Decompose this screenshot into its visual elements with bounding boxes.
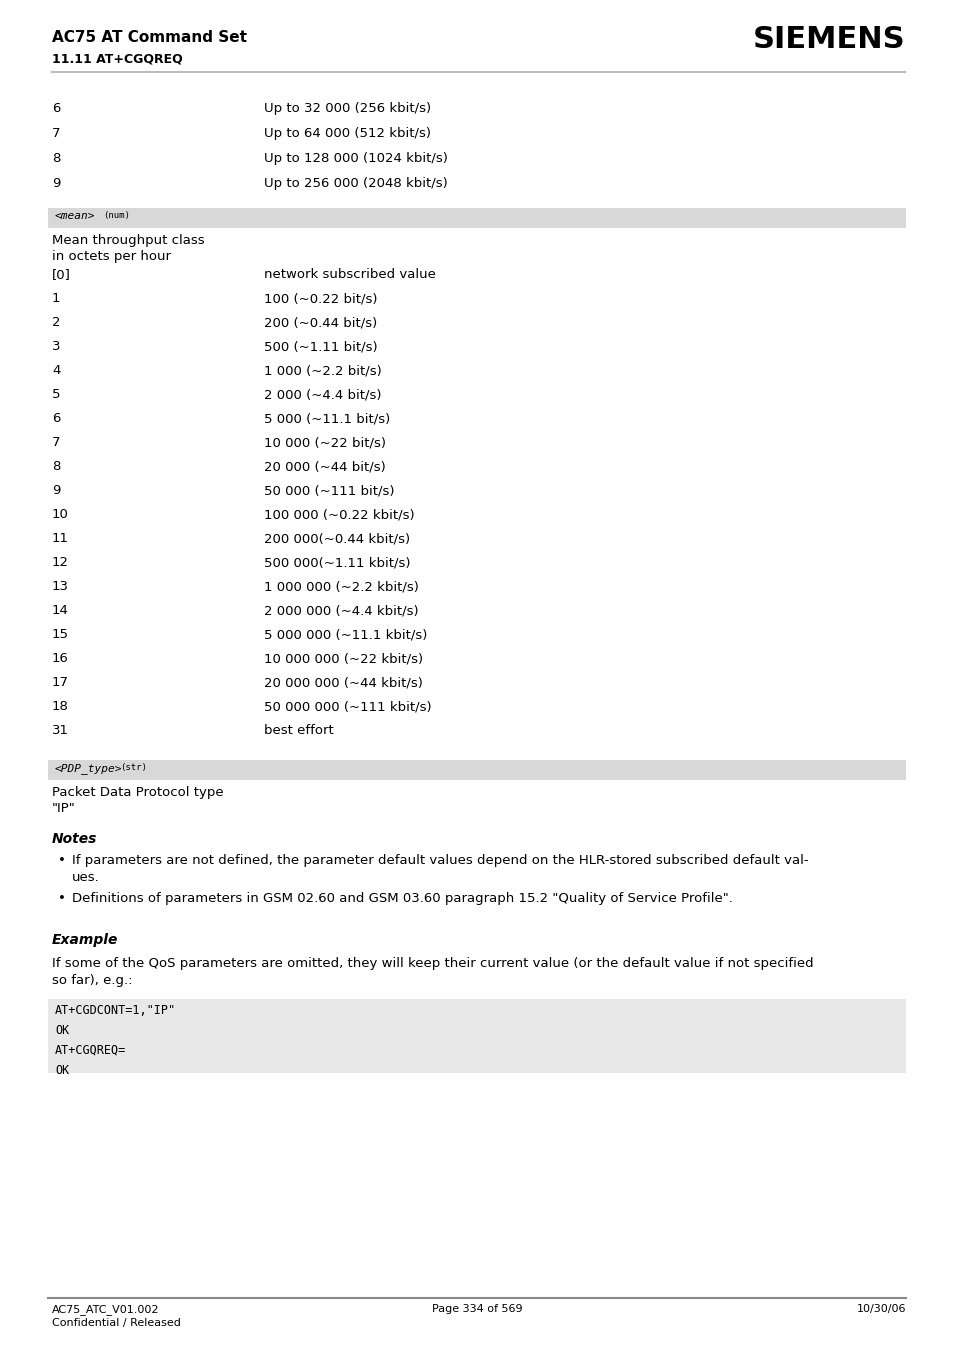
Text: If parameters are not defined, the parameter default values depend on the HLR-st: If parameters are not defined, the param… — [71, 854, 808, 884]
Text: Confidential / Released: Confidential / Released — [52, 1319, 181, 1328]
Text: 1: 1 — [52, 292, 60, 305]
Text: 200 (~0.44 bit/s): 200 (~0.44 bit/s) — [264, 316, 376, 330]
Text: 8: 8 — [52, 153, 60, 165]
Text: 12: 12 — [52, 557, 69, 569]
Text: 20 000 000 (~44 kbit/s): 20 000 000 (~44 kbit/s) — [264, 676, 422, 689]
Text: AT+CGDCONT=1,"IP"
OK
AT+CGQREQ=
OK: AT+CGDCONT=1,"IP" OK AT+CGQREQ= OK — [55, 1004, 176, 1077]
Text: 2: 2 — [52, 316, 60, 330]
Text: <PDP_type>: <PDP_type> — [55, 763, 122, 774]
Text: 9: 9 — [52, 484, 60, 497]
Text: <mean>: <mean> — [55, 211, 95, 222]
Text: Up to 128 000 (1024 kbit/s): Up to 128 000 (1024 kbit/s) — [264, 153, 447, 165]
Text: (num): (num) — [103, 211, 130, 220]
Text: 17: 17 — [52, 676, 69, 689]
Text: 500 000(~1.11 kbit/s): 500 000(~1.11 kbit/s) — [264, 557, 410, 569]
Text: Up to 256 000 (2048 kbit/s): Up to 256 000 (2048 kbit/s) — [264, 177, 447, 190]
Text: 9: 9 — [52, 177, 60, 190]
Bar — [48, 761, 905, 780]
Text: Up to 64 000 (512 kbit/s): Up to 64 000 (512 kbit/s) — [264, 127, 431, 141]
Text: Definitions of parameters in GSM 02.60 and GSM 03.60 paragraph 15.2 "Quality of : Definitions of parameters in GSM 02.60 a… — [71, 892, 732, 905]
Text: 7: 7 — [52, 127, 60, 141]
Text: 5 000 000 (~11.1 kbit/s): 5 000 000 (~11.1 kbit/s) — [264, 628, 427, 640]
Text: Packet Data Protocol type: Packet Data Protocol type — [52, 786, 223, 798]
Text: 5 000 (~11.1 bit/s): 5 000 (~11.1 bit/s) — [264, 412, 390, 426]
Text: (str): (str) — [120, 763, 147, 771]
Text: SIEMENS: SIEMENS — [752, 26, 904, 54]
Text: 500 (~1.11 bit/s): 500 (~1.11 bit/s) — [264, 340, 377, 353]
Text: 13: 13 — [52, 580, 69, 593]
Text: AC75_ATC_V01.002: AC75_ATC_V01.002 — [52, 1304, 159, 1315]
Text: 10 000 (~22 bit/s): 10 000 (~22 bit/s) — [264, 436, 386, 449]
Text: AC75 AT Command Set: AC75 AT Command Set — [52, 30, 247, 45]
Text: If some of the QoS parameters are omitted, they will keep their current value (o: If some of the QoS parameters are omitte… — [52, 957, 813, 988]
Text: 2 000 (~4.4 bit/s): 2 000 (~4.4 bit/s) — [264, 388, 381, 401]
Text: 8: 8 — [52, 459, 60, 473]
Text: 100 000 (~0.22 kbit/s): 100 000 (~0.22 kbit/s) — [264, 508, 415, 521]
Text: 100 (~0.22 bit/s): 100 (~0.22 bit/s) — [264, 292, 377, 305]
Text: best effort: best effort — [264, 724, 334, 738]
Text: 10: 10 — [52, 508, 69, 521]
Text: 1 000 000 (~2.2 kbit/s): 1 000 000 (~2.2 kbit/s) — [264, 580, 418, 593]
Text: 10 000 000 (~22 kbit/s): 10 000 000 (~22 kbit/s) — [264, 653, 423, 665]
Text: Page 334 of 569: Page 334 of 569 — [432, 1304, 521, 1315]
Text: 10/30/06: 10/30/06 — [856, 1304, 905, 1315]
Text: 31: 31 — [52, 724, 69, 738]
Text: 6: 6 — [52, 412, 60, 426]
Text: •: • — [58, 892, 66, 905]
Text: 5: 5 — [52, 388, 60, 401]
Text: 18: 18 — [52, 700, 69, 713]
Text: 50 000 000 (~111 kbit/s): 50 000 000 (~111 kbit/s) — [264, 700, 431, 713]
Text: 50 000 (~111 bit/s): 50 000 (~111 bit/s) — [264, 484, 395, 497]
Text: 20 000 (~44 bit/s): 20 000 (~44 bit/s) — [264, 459, 385, 473]
Text: 7: 7 — [52, 436, 60, 449]
Text: 16: 16 — [52, 653, 69, 665]
Text: [0]: [0] — [52, 267, 71, 281]
Text: "IP": "IP" — [52, 802, 75, 815]
Text: 4: 4 — [52, 363, 60, 377]
Text: network subscribed value: network subscribed value — [264, 267, 436, 281]
Text: in octets per hour: in octets per hour — [52, 250, 171, 263]
Bar — [48, 208, 905, 228]
Text: 3: 3 — [52, 340, 60, 353]
Text: 2 000 000 (~4.4 kbit/s): 2 000 000 (~4.4 kbit/s) — [264, 604, 418, 617]
Text: Notes: Notes — [52, 832, 97, 846]
Text: 11.11 AT+CGQREQ: 11.11 AT+CGQREQ — [52, 51, 183, 65]
Text: 1 000 (~2.2 bit/s): 1 000 (~2.2 bit/s) — [264, 363, 381, 377]
Text: 6: 6 — [52, 101, 60, 115]
Text: Example: Example — [52, 934, 118, 947]
Text: Mean throughput class: Mean throughput class — [52, 234, 204, 247]
Text: •: • — [58, 854, 66, 867]
Text: 200 000(~0.44 kbit/s): 200 000(~0.44 kbit/s) — [264, 532, 410, 544]
Text: 11: 11 — [52, 532, 69, 544]
Text: 15: 15 — [52, 628, 69, 640]
Text: 14: 14 — [52, 604, 69, 617]
Bar — [48, 998, 905, 1073]
Text: Up to 32 000 (256 kbit/s): Up to 32 000 (256 kbit/s) — [264, 101, 431, 115]
